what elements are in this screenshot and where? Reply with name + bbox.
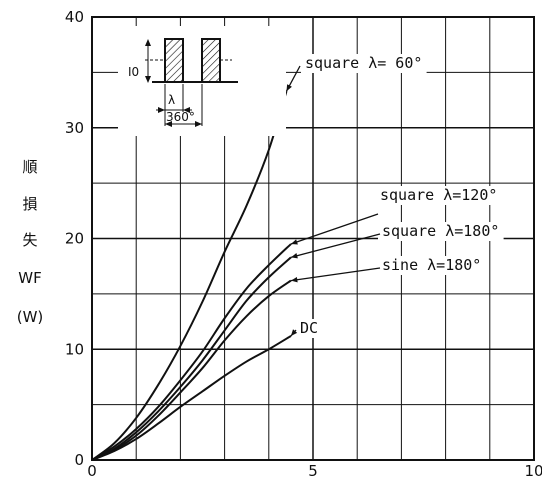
y-tick-label: 40 xyxy=(65,8,84,26)
annotation-bg xyxy=(296,319,321,338)
x-tick-label: 0 xyxy=(87,462,97,479)
inset-pulse-1 xyxy=(164,38,184,83)
annotation-label: square λ=180° xyxy=(382,222,499,240)
annotation-leader xyxy=(290,213,379,245)
y-axis-label-line: 失 xyxy=(22,231,37,249)
x-tick-label: 5 xyxy=(308,462,318,479)
series-layer xyxy=(91,90,292,461)
series-line-2 xyxy=(91,256,292,461)
y-axis-label: 順損失 WF (W) xyxy=(17,158,44,326)
series-line-0 xyxy=(91,90,288,461)
y-axis-label-line: 順 xyxy=(22,158,37,176)
inset-period-label: 360° xyxy=(166,110,195,124)
annotation-label: square λ=120° xyxy=(380,186,497,204)
annotation-bg xyxy=(376,186,502,205)
annotation-label: DC xyxy=(300,319,318,337)
annotation-leader xyxy=(290,267,381,282)
series-line-3 xyxy=(91,279,292,461)
annotation-leader xyxy=(290,233,381,258)
waveform-inset: I0 λ 360° xyxy=(118,26,286,136)
y-tick-label: 10 xyxy=(65,340,84,358)
annotation-label: square λ= 60° xyxy=(305,54,422,72)
y-tick-label: 0 xyxy=(74,451,84,469)
y-tick-label: 30 xyxy=(65,119,84,137)
y-axis-label-line: WF xyxy=(18,269,41,287)
annotation-arrowhead xyxy=(290,329,298,336)
inset-i0-label: I0 xyxy=(128,65,139,79)
series-line-4 xyxy=(91,335,292,461)
annotation-label: sine λ=180° xyxy=(382,256,481,274)
annotation-arrowhead xyxy=(290,253,298,259)
inset-pulse-2 xyxy=(201,38,221,83)
tick-labels: 0 5 10 0 10 20 30 40 xyxy=(65,8,542,479)
x-tick-label: 10 xyxy=(524,462,542,479)
annotation-arrowhead xyxy=(290,239,298,245)
annotation-bg xyxy=(378,256,486,275)
annotation-bg xyxy=(301,54,427,73)
annotation-arrowhead xyxy=(286,84,292,92)
y-axis-label-line: 損 xyxy=(22,195,37,213)
y-tick-label: 20 xyxy=(65,230,84,248)
plot-frame xyxy=(91,16,535,461)
y-axis-label-line: (W) xyxy=(17,308,44,326)
inset-lambda-label: λ xyxy=(168,93,175,107)
series-line-1 xyxy=(91,243,292,461)
annotations-layer: square λ= 60° square λ=120° square λ=180° s… xyxy=(285,54,504,338)
annotation-arrowhead xyxy=(290,276,298,283)
annotation-bg xyxy=(378,222,504,241)
